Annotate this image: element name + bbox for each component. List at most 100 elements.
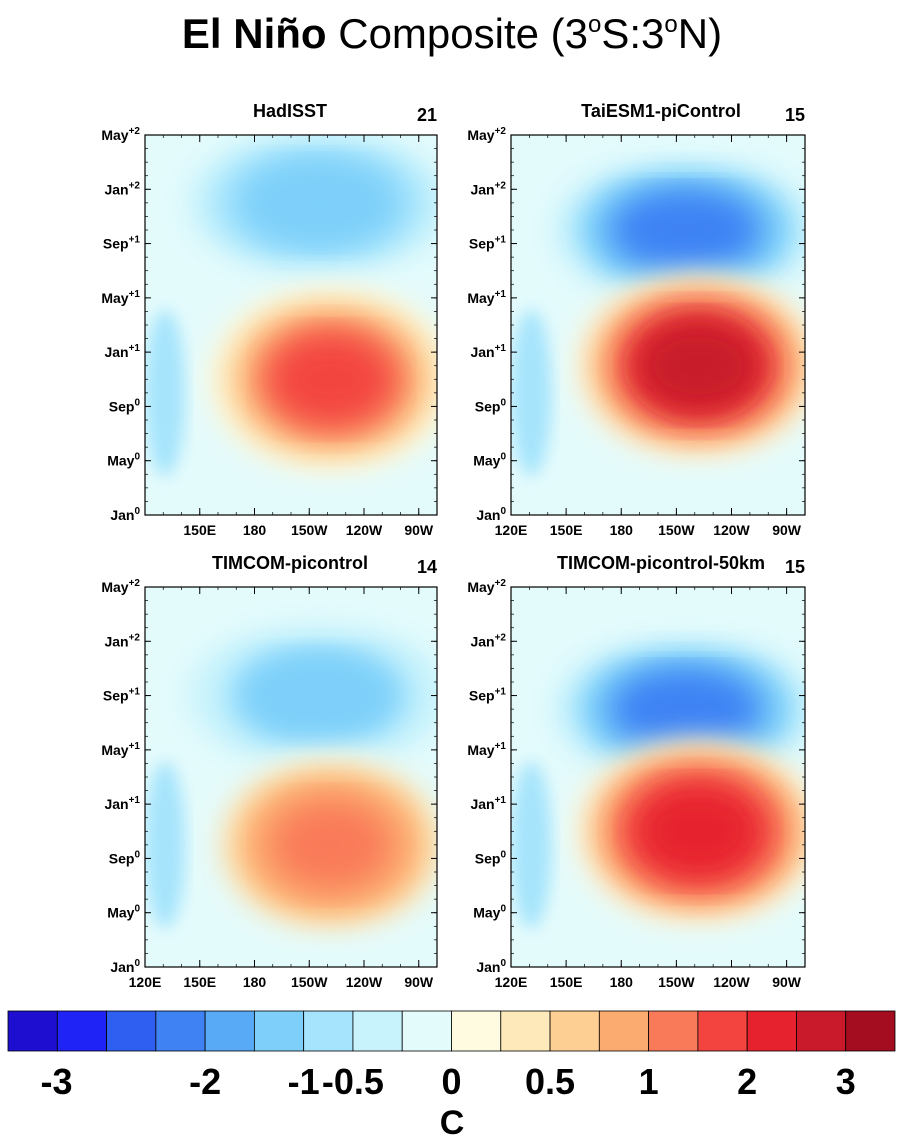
y-tick-label: May0: [107, 904, 140, 921]
x-tick-label: 120E: [495, 974, 528, 990]
warm-anomaly-level: [637, 786, 760, 877]
colorbar-box: [598, 1010, 650, 1052]
west-cold-anomaly: [145, 761, 186, 929]
panel-count: 15: [785, 557, 805, 577]
x-tick-label: 180: [610, 974, 634, 990]
figure-title-bold: El Niño: [182, 10, 327, 57]
colorbar-box: [451, 1010, 502, 1052]
colorbar-box: [155, 1010, 206, 1052]
colorbar-box: [303, 1010, 354, 1052]
panel-2-field: [511, 135, 805, 515]
y-tick-label: Sep+1: [469, 235, 507, 252]
panel-count: 15: [785, 105, 805, 125]
panel-count: 14: [417, 557, 437, 577]
x-tick-label: 150W: [291, 974, 328, 990]
y-tick-label: Sep+1: [469, 687, 507, 704]
west-cold-anomaly: [511, 309, 552, 477]
figure-title-degree-2: o: [664, 11, 677, 38]
y-tick-label: Jan+1: [104, 795, 140, 812]
y-tick-label: Jan+2: [470, 632, 506, 649]
west-cold-anomaly: [511, 761, 552, 929]
y-tick-label: Jan+2: [104, 632, 140, 649]
colorbar-box: [500, 1010, 551, 1052]
warm-anomaly-level: [270, 800, 392, 890]
y-tick-label: May+2: [467, 578, 506, 595]
y-tick-label: Jan+1: [104, 343, 140, 360]
y-tick-label: May+1: [101, 289, 140, 306]
panel-1-field: [145, 135, 437, 515]
x-tick-label: 120E: [129, 974, 162, 990]
x-tick-label: 180: [243, 974, 267, 990]
y-tick-label: May+2: [101, 578, 140, 595]
y-tick-label: May+1: [101, 741, 140, 758]
colorbar-box: [401, 1010, 452, 1052]
x-tick-label: 180: [610, 522, 634, 538]
x-tick-label: 150W: [658, 974, 695, 990]
colorbar-label: -0.5: [322, 1061, 384, 1102]
panel-title: HadISST: [253, 101, 327, 121]
x-tick-label: 150W: [291, 522, 328, 538]
x-tick-label: 150E: [550, 522, 583, 538]
warm-anomaly-level: [270, 334, 392, 425]
colorbar-label: -1: [288, 1061, 320, 1102]
panel-count: 21: [417, 105, 437, 125]
x-tick-label: 150E: [183, 974, 216, 990]
west-cold-anomaly: [145, 309, 186, 477]
colorbar-box: [106, 1010, 157, 1052]
colorbar: -3 -2 -1 -0.5 0 0.5 1 2 3 C: [7, 1010, 896, 1140]
y-tick-label: May0: [473, 904, 506, 921]
y-tick-label: Jan0: [110, 506, 140, 523]
panels-group: HadISST 21 Jan0 May0 Sep0 Jan+1 May+1 Sep+1 Jan+…: [101, 101, 806, 990]
figure-title-degree-1: o: [588, 11, 601, 38]
y-tick-label: Jan0: [476, 958, 506, 975]
colorbar-box: [549, 1010, 600, 1052]
x-tick-label: 150E: [550, 974, 583, 990]
colorbar-box: [648, 1010, 699, 1052]
cold-anomaly-level: [614, 672, 757, 747]
colorbar-label: 1: [639, 1061, 659, 1102]
figure-title-end: N): [678, 10, 722, 57]
y-tick-label: Jan+1: [470, 795, 506, 812]
cold-anomaly-level: [614, 193, 757, 267]
figure-title: El Niño Composite (3oS:3oN): [182, 10, 722, 57]
y-tick-label: May0: [107, 452, 140, 469]
x-tick-label: 120W: [713, 522, 750, 538]
colorbar-label: -2: [189, 1061, 221, 1102]
figure-title-mid: S:3: [601, 10, 664, 57]
colorbar-box: [56, 1010, 107, 1052]
panel-2: TaiESM1-piControl 15 Jan0 May0 Sep0 Jan+1 May+…: [467, 101, 806, 538]
y-tick-label: May+2: [101, 126, 140, 143]
colorbar-box: [845, 1010, 896, 1052]
y-tick-label: Sep+1: [103, 235, 141, 252]
panel-1: HadISST 21 Jan0 May0 Sep0 Jan+1 May+1 Sep+1 Jan+…: [101, 101, 438, 538]
x-tick-label: 90W: [404, 974, 434, 990]
x-tick-label: 120E: [495, 522, 528, 538]
y-tick-label: Sep0: [475, 397, 507, 414]
panel-3: TIMCOM-picontrol 14 Jan0 May0 Sep0 Jan+1 May+1…: [101, 553, 438, 990]
panel-title: TIMCOM-picontrol: [212, 553, 368, 573]
x-tick-label: 90W: [772, 522, 802, 538]
y-tick-label: Sep0: [109, 849, 141, 866]
colorbar-unit: C: [440, 1104, 465, 1140]
x-tick-label: 90W: [404, 522, 434, 538]
y-tick-label: May+1: [467, 289, 506, 306]
y-tick-label: Jan+2: [470, 180, 506, 197]
colorbar-box: [796, 1010, 847, 1052]
cold-anomaly-level: [248, 658, 389, 733]
y-tick-label: Jan0: [476, 506, 506, 523]
cold-anomaly-level: [248, 165, 389, 240]
y-tick-label: May0: [473, 452, 506, 469]
x-tick-label: 120W: [713, 974, 750, 990]
warm-anomaly-level: [637, 320, 760, 411]
colorbar-label: 2: [737, 1061, 757, 1102]
panel-4-field: [511, 587, 805, 967]
panel-title: TaiESM1-piControl: [581, 101, 741, 121]
x-tick-label: 90W: [772, 974, 802, 990]
y-tick-label: Jan+2: [104, 180, 140, 197]
colorbar-label: 0.5: [525, 1061, 575, 1102]
panel-4: TIMCOM-picontrol-50km 15 Jan0 May0 Sep0 Jan+1…: [467, 553, 806, 990]
x-tick-label: 120W: [346, 522, 383, 538]
colorbar-label: 3: [836, 1061, 856, 1102]
panel-3-field: [145, 587, 437, 967]
